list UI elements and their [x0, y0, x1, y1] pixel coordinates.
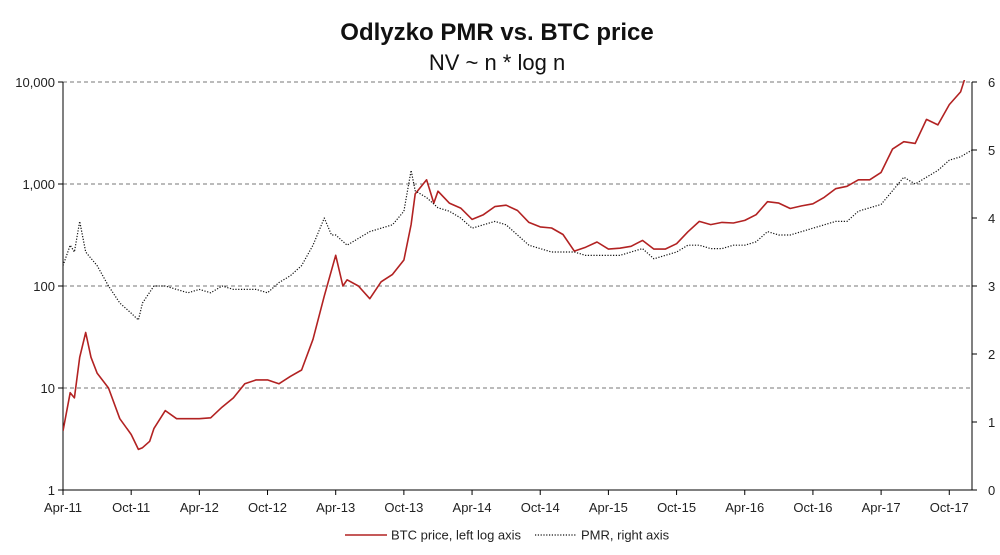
- chart-title: Odlyzko PMR vs. BTC price: [340, 19, 653, 46]
- y-right-tick-label: 2: [988, 347, 995, 362]
- x-tick-label: Oct-13: [384, 500, 423, 515]
- grid-lines: [63, 81, 972, 389]
- x-tick-label: Apr-15: [589, 500, 628, 515]
- x-tick-label: Apr-17: [862, 500, 901, 515]
- x-tick-label: Apr-16: [725, 500, 764, 515]
- y-right-tick-label: 0: [988, 483, 995, 498]
- x-tick-label: Apr-13: [316, 500, 355, 515]
- legend: BTC price, left log axis PMR, right axis: [345, 528, 670, 543]
- y-right-tick-label: 3: [988, 279, 995, 294]
- x-tick-label: Oct-16: [793, 500, 832, 515]
- y-right-tick-label: 6: [988, 75, 995, 90]
- x-tick-label: Oct-11: [112, 500, 150, 515]
- y-left-tick-label: 100: [33, 279, 55, 294]
- y-left-tick-label: 1,000: [22, 177, 55, 192]
- series-lines: [63, 80, 972, 451]
- chart-subtitle: NV ~ n * log n: [429, 50, 565, 75]
- axes: 1 10 100 1,000 10,000 0 1 2 3 4 5 6 Apr-11 Oct-11 Apr-…: [15, 75, 995, 515]
- x-tick-label: Oct-17: [930, 500, 969, 515]
- y-right-tick-label: 5: [988, 143, 995, 158]
- y-left-tick-label: 10: [41, 381, 55, 396]
- series-line-btc-price: [63, 80, 966, 451]
- y-left-tick-label: 1: [48, 483, 55, 498]
- y-left-tick-label: 10,000: [15, 75, 55, 90]
- x-tick-label: Oct-12: [248, 500, 287, 515]
- x-tick-label: Oct-15: [657, 500, 696, 515]
- x-tick-label: Apr-12: [180, 500, 219, 515]
- x-tick-label: Apr-11: [44, 500, 82, 515]
- legend-label: BTC price, left log axis: [391, 528, 522, 543]
- x-tick-label: Apr-14: [453, 500, 492, 515]
- y-right-tick-label: 4: [988, 211, 995, 226]
- x-tick-label: Oct-14: [521, 500, 560, 515]
- y-right-tick-label: 1: [988, 415, 995, 430]
- series-line-pmr: [63, 149, 972, 321]
- legend-label: PMR, right axis: [581, 528, 670, 543]
